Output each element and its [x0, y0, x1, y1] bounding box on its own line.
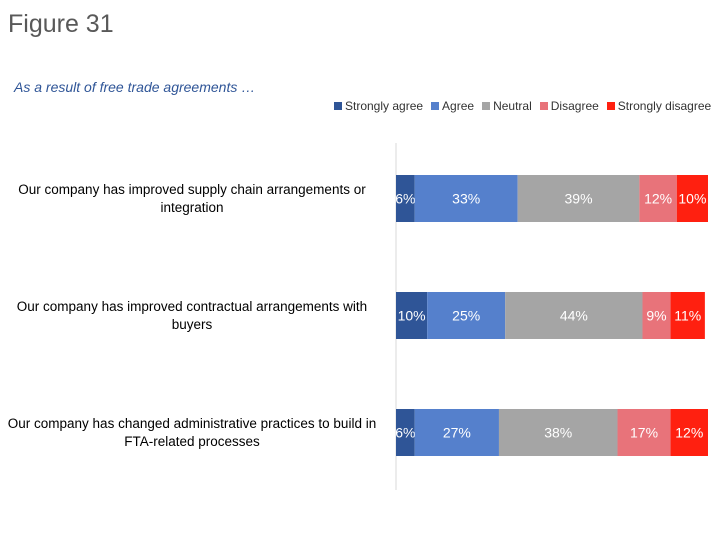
data-label: 27%	[443, 425, 471, 441]
legend-swatch	[334, 102, 342, 110]
bar-segment	[414, 175, 518, 222]
data-label: 44%	[560, 308, 588, 324]
legend-item: Neutral	[482, 99, 532, 113]
category-label: Our company has improved contractual arr…	[16, 298, 368, 332]
legend-item: Strongly agree	[334, 99, 423, 113]
data-label: 6%	[395, 191, 415, 207]
bar-segment	[639, 175, 677, 222]
bar-segment	[670, 292, 705, 339]
chart-title: As a result of free trade agreements …	[14, 79, 256, 95]
bar-segment	[670, 409, 708, 456]
data-label: 17%	[630, 425, 658, 441]
bar-segment	[517, 175, 640, 222]
legend-label: Neutral	[493, 99, 532, 113]
data-label: 33%	[452, 191, 480, 207]
legend-label: Strongly disagree	[617, 99, 712, 113]
legend-item: Disagree	[539, 99, 599, 113]
data-label: 6%	[395, 425, 415, 441]
data-label: 12%	[675, 425, 703, 441]
bar-segment	[676, 175, 708, 222]
bar-segment	[505, 292, 643, 339]
bar-segment	[642, 292, 671, 339]
legend-swatch	[431, 102, 440, 110]
bar-segment	[396, 292, 428, 339]
bar-segment	[427, 292, 506, 339]
legend-item: Agree	[431, 99, 474, 113]
legend-swatch	[482, 102, 491, 110]
category-label: Our company has changed administrative p…	[7, 415, 377, 449]
category-label: Our company has improved supply chain ar…	[18, 181, 366, 215]
bar-segment	[396, 409, 415, 456]
data-label: 38%	[544, 425, 572, 441]
data-label: 12%	[644, 191, 672, 207]
bar-segment	[617, 409, 671, 456]
bar-segment	[414, 409, 499, 456]
data-label: 10%	[398, 308, 426, 324]
data-label: 39%	[565, 191, 593, 207]
data-label: 11%	[674, 308, 701, 324]
legend-swatch	[606, 102, 615, 110]
data-label: 9%	[646, 308, 666, 324]
legend-swatch	[539, 102, 548, 110]
legend-label: Agree	[442, 99, 475, 113]
legend-label: Disagree	[550, 99, 599, 113]
data-label: 10%	[678, 191, 706, 207]
data-label: 25%	[452, 308, 480, 324]
legend: Strongly agree Agree Neutral Disagree Strong…	[334, 99, 711, 113]
legend-label: Strongly agree	[345, 99, 424, 113]
figure-label: Figure 31	[8, 10, 114, 38]
bar-segment	[498, 409, 618, 456]
bar-segment	[396, 175, 415, 222]
legend-item: Strongly disagree	[606, 99, 712, 113]
